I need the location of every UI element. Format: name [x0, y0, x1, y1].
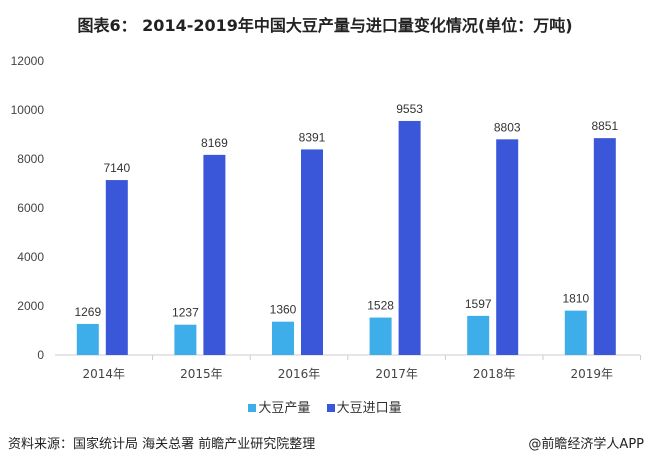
x-tick-label: 2014年: [83, 367, 126, 381]
data-label: 1810: [562, 292, 589, 306]
bar-production: [564, 310, 587, 355]
legend-item-import: 大豆进口量: [326, 397, 402, 416]
data-label: 1237: [172, 306, 199, 320]
legend-item-production: 大豆产量: [248, 397, 310, 416]
bar-production: [272, 321, 294, 355]
bar-import: [301, 149, 323, 355]
data-label: 8391: [299, 130, 326, 144]
bar-import: [203, 154, 226, 355]
x-tick-label: 2017年: [375, 367, 418, 381]
bar-production: [467, 315, 490, 355]
bar-production: [369, 317, 392, 355]
bar-import: [496, 139, 519, 355]
bar-production: [174, 324, 197, 355]
x-tick-label: 2015年: [180, 367, 223, 381]
data-label: 1269: [74, 305, 101, 319]
data-label: 9553: [396, 102, 423, 116]
y-tick-label: 2000: [17, 299, 44, 313]
y-tick-label: 4000: [17, 250, 44, 264]
bar-production: [76, 323, 99, 355]
data-label: 7140: [103, 161, 130, 175]
data-label: 8851: [591, 119, 618, 133]
x-tick-label: 2019年: [571, 367, 614, 381]
chart-title: 图表6： 2014-2019年中国大豆产量与进口量变化情况(单位：万吨): [77, 16, 573, 35]
legend: 大豆产量 大豆进口量: [0, 397, 650, 416]
bar-import: [105, 180, 128, 355]
data-label: 1360: [270, 303, 297, 317]
bar-import: [593, 138, 616, 355]
legend-swatch: [326, 404, 335, 412]
y-tick-label: 0: [37, 348, 44, 362]
credit: @前瞻经济学人APP: [528, 437, 644, 452]
y-tick-label: 12000: [11, 54, 45, 68]
data-label: 8169: [201, 136, 228, 150]
legend-label: 大豆进口量: [336, 401, 402, 416]
x-tick-label: 2018年: [473, 367, 516, 381]
bar-import: [398, 120, 421, 355]
legend-label: 大豆产量: [258, 401, 311, 416]
data-label: 8803: [494, 120, 521, 134]
source-note: 资料来源：国家统计局 海关总署 前瞻产业研究院整理: [8, 437, 316, 452]
data-label: 1597: [465, 297, 492, 311]
data-label: 1528: [367, 299, 394, 313]
y-tick-label: 8000: [17, 152, 44, 166]
legend-swatch: [248, 404, 257, 412]
y-tick-label: 10000: [11, 103, 45, 117]
x-tick-label: 2016年: [278, 367, 321, 381]
y-tick-label: 6000: [17, 201, 44, 215]
